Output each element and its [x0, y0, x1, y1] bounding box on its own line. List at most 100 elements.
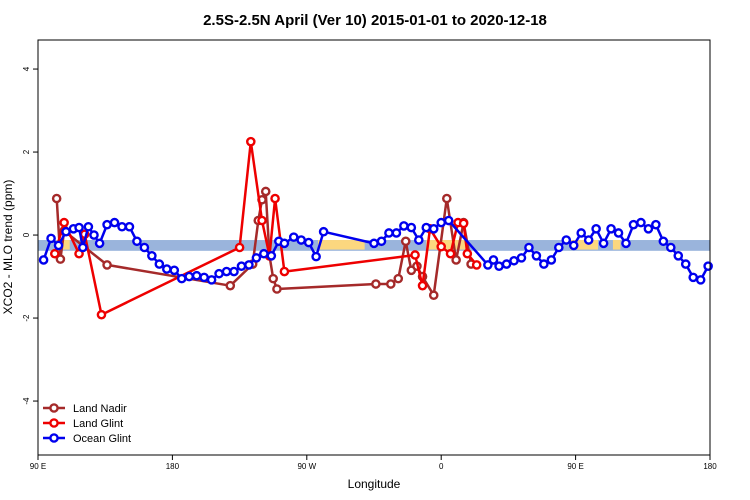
legend-entry-land-nadir: Land Nadir [43, 403, 127, 415]
legend-label: Ocean Glint [73, 433, 131, 445]
data-point-land-nadir [272, 284, 282, 294]
x-tick-label: 180 [166, 462, 180, 471]
data-point-ocean-glint [279, 238, 290, 249]
data-point-ocean-glint [443, 215, 454, 226]
highlight-band-segment [426, 240, 468, 250]
data-point-ocean-glint [576, 228, 587, 238]
data-point-ocean-glint [296, 235, 307, 245]
data-point-ocean-glint [606, 224, 616, 234]
highlight-band-segment [570, 240, 598, 250]
data-point-ocean-glint [147, 250, 157, 261]
data-point-land-nadir [260, 186, 271, 197]
plot-frame [37, 39, 711, 456]
data-point-ocean-glint [369, 238, 379, 249]
data-point-ocean-glint [46, 233, 56, 244]
data-point-ocean-glint [139, 242, 150, 253]
data-point-ocean-glint [539, 259, 549, 269]
data-point-ocean-glint [161, 264, 172, 274]
series-layer [38, 136, 713, 320]
data-point-ocean-glint [703, 261, 713, 271]
data-point-ocean-glint [61, 226, 71, 237]
data-point-land-glint [410, 250, 420, 260]
data-point-ocean-glint [176, 273, 187, 284]
data-point-ocean-glint [483, 260, 493, 270]
data-point-ocean-glint [680, 259, 691, 269]
data-point-land-glint [245, 136, 256, 147]
x-axis-label: Longitude [348, 477, 401, 491]
data-point-ocean-glint [259, 248, 269, 259]
data-point-ocean-glint [413, 235, 424, 245]
data-point-ocean-glint [501, 259, 512, 269]
data-point-ocean-glint [613, 228, 624, 238]
data-point-land-glint [270, 193, 280, 204]
y-tick-label: -2 [22, 314, 31, 322]
data-point-ocean-glint [154, 259, 165, 269]
legend-label: Land Glint [73, 418, 123, 430]
data-point-ocean-glint [184, 271, 194, 282]
highlight-band-segment [318, 240, 365, 250]
data-point-ocean-glint [673, 250, 684, 261]
data-point-ocean-glint [78, 242, 88, 253]
data-point-land-nadir [51, 193, 62, 204]
data-point-ocean-glint [554, 242, 564, 253]
data-point-ocean-glint [628, 219, 639, 230]
data-point-ocean-glint [94, 238, 105, 249]
legend-entry-ocean-glint: Ocean Glint [43, 433, 131, 445]
series-ocean-glint [38, 215, 713, 285]
data-point-ocean-glint [311, 251, 321, 262]
data-point-ocean-glint [109, 217, 120, 228]
y-tick-label: -4 [22, 397, 31, 405]
data-point-ocean-glint [288, 232, 299, 242]
data-point-ocean-glint [651, 219, 661, 230]
data-point-ocean-glint [436, 217, 447, 228]
data-point-ocean-glint [666, 242, 676, 253]
data-point-ocean-glint [583, 235, 594, 245]
data-point-ocean-glint [428, 224, 439, 234]
data-point-ocean-glint [546, 255, 557, 265]
data-point-ocean-glint [206, 275, 217, 285]
y-axis-label: XCO2 - MLO trend (ppm) [1, 180, 15, 315]
data-point-land-nadir [371, 279, 381, 289]
data-point-ocean-glint [658, 236, 669, 247]
data-point-ocean-glint [214, 268, 224, 279]
data-point-land-glint [234, 242, 245, 253]
data-point-ocean-glint [421, 222, 432, 233]
data-point-ocean-glint [318, 226, 329, 237]
data-point-ocean-glint [191, 270, 202, 281]
legend: Land Nadir Land Glint Ocean Glint [43, 403, 131, 445]
data-point-ocean-glint [89, 230, 99, 240]
data-point-land-nadir [441, 193, 452, 204]
data-point-land-glint [257, 215, 267, 226]
data-point-ocean-glint [695, 275, 706, 285]
data-point-land-nadir [385, 279, 396, 289]
data-point-land-glint [50, 248, 60, 259]
data-point-land-glint [417, 280, 428, 291]
data-point-ocean-glint [376, 236, 387, 247]
legend-marker [49, 418, 59, 428]
data-point-land-glint [462, 248, 473, 259]
data-point-ocean-glint [236, 261, 247, 271]
data-point-ocean-glint [102, 219, 112, 230]
data-point-ocean-glint [531, 250, 542, 261]
legend-label: Land Nadir [73, 403, 127, 415]
data-point-ocean-glint [591, 224, 601, 234]
data-point-ocean-glint [124, 221, 135, 232]
data-point-ocean-glint [643, 224, 654, 234]
y-axis: -4 -2 0 2 4 [22, 66, 38, 405]
data-point-land-nadir [400, 236, 411, 247]
data-point-ocean-glint [38, 255, 49, 265]
data-point-ocean-glint [561, 235, 572, 245]
x-tick-label: 0 [439, 462, 444, 471]
x-tick-label: 90 E [567, 462, 583, 471]
x-tick-label: 180 [703, 462, 717, 471]
highlight-band-segment [612, 240, 621, 250]
data-point-land-nadir [55, 254, 66, 264]
data-point-ocean-glint [406, 222, 417, 233]
data-point-land-glint [279, 266, 290, 277]
data-point-ocean-glint [244, 260, 254, 270]
data-point-ocean-glint [509, 255, 519, 266]
chart-title: 2.5S-2.5N April (Ver 10) 2015-01-01 to 2… [203, 12, 547, 29]
data-point-ocean-glint [524, 242, 534, 253]
data-point-land-nadir [428, 290, 439, 301]
